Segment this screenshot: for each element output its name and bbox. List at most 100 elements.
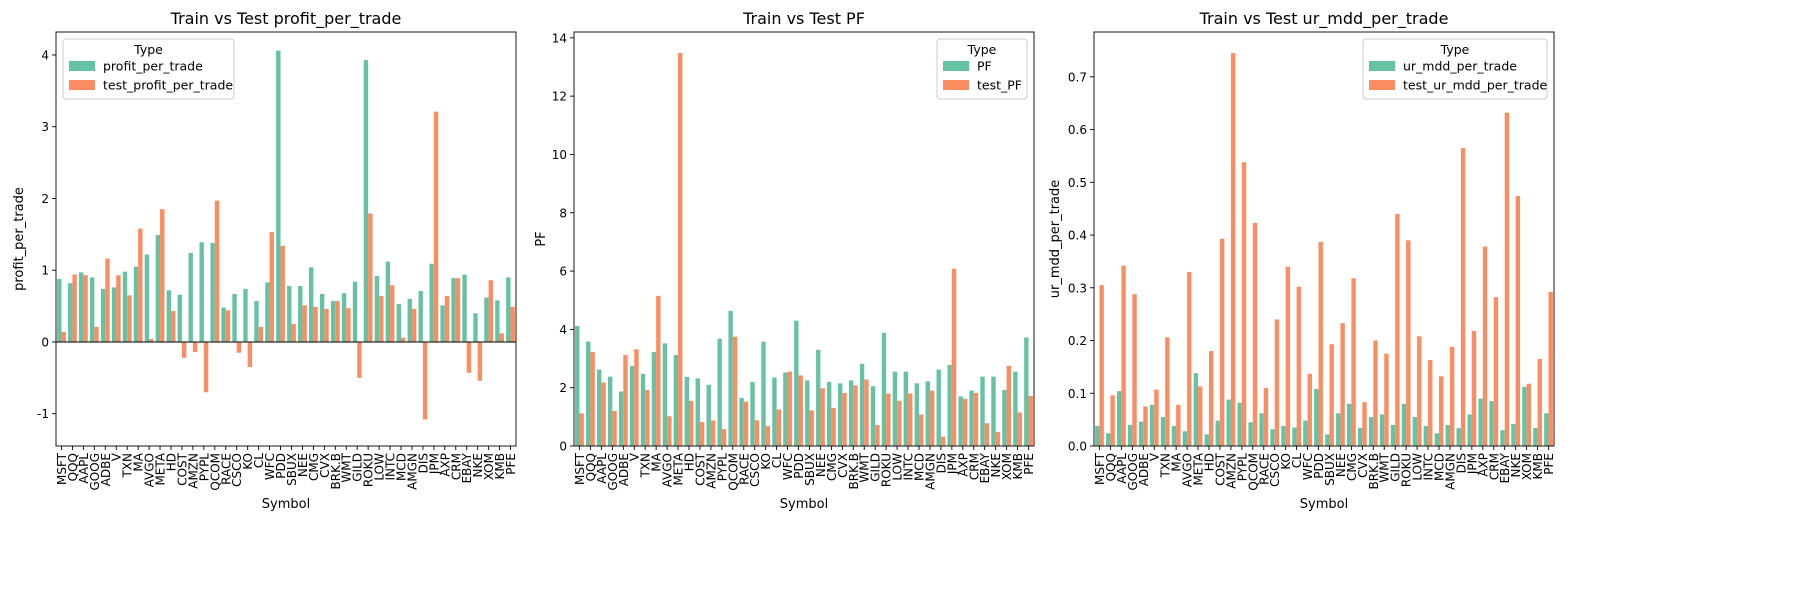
x-tick-label: WMT (858, 452, 872, 482)
x-tick-label: BRK.B (1367, 453, 1381, 490)
x-tick-label: RACE (1257, 453, 1271, 485)
legend-label-test_PF: test_PF (977, 78, 1022, 93)
bar-PYPL-profit_per_trade (199, 242, 204, 342)
chart-title: Train vs Test PF (742, 9, 865, 28)
bar-AVGO-test_PF (667, 416, 672, 446)
bar-ADBE-test_PF (623, 355, 628, 446)
bar-INTC-PF (903, 371, 909, 446)
x-tick-label: SBUX (1323, 453, 1337, 486)
bar-GOOG-ur_mdd_per_trade (1127, 424, 1133, 446)
y-tick-label: 0 (41, 335, 49, 349)
bar-AMZN-test_profit_per_trade (192, 341, 198, 353)
x-tick-label: QCOM (726, 453, 740, 491)
bar-AMGN-test_profit_per_trade (411, 308, 417, 342)
bar-RACE-PF (739, 397, 744, 446)
legend-box (1362, 38, 1548, 100)
bar-CSCO-ur_mdd_per_trade (1270, 429, 1275, 446)
bar-CSCO-profit_per_trade (232, 293, 237, 342)
legend-swatch-profit_per_trade (69, 61, 95, 71)
x-axis-label: Symbol (1300, 497, 1348, 512)
x-tick-label: PYPL (197, 453, 211, 482)
bar-AAPL-profit_per_trade (79, 272, 84, 342)
legend-label-test_ur_mdd_per_trade: test_ur_mdd_per_trade (1403, 78, 1548, 93)
bar-AXP-test_PF (962, 398, 968, 446)
bar-EBAY-test_PF (984, 423, 990, 446)
bar-SBUX-PF (805, 380, 810, 446)
x-tick-label: MCD (1433, 453, 1447, 481)
bar-V-ur_mdd_per_trade (1149, 404, 1155, 446)
x-tick-label: MCD (395, 453, 409, 481)
x-tick-label: COST (693, 452, 707, 485)
bar-NKE-profit_per_trade (473, 313, 478, 342)
bar-WMT-PF (859, 363, 865, 446)
bar-LOW-test_PF (897, 400, 902, 446)
chart-panel-3: Train vs Test ur_mdd_per_trade 0.0 0.1 0.2 0… (1048, 9, 1556, 512)
bar-PDD-test_ur_mdd_per_trade (1318, 241, 1323, 446)
x-tick-label: CRM (1487, 453, 1501, 480)
bar-EBAY-test_ur_mdd_per_trade (1504, 112, 1510, 446)
bar-MCD-ur_mdd_per_trade (1434, 433, 1439, 446)
bar-V-profit_per_trade (111, 287, 117, 342)
bar-NEE-test_ur_mdd_per_trade (1340, 323, 1345, 446)
bar-BRK.B-test_PF (853, 385, 858, 446)
bar-XOM-test_PF (1006, 365, 1011, 446)
x-axis-label: Symbol (780, 497, 828, 512)
chart-panel-1: Train vs Test profit_per_trade -1 0 1 2 3 4 MSF… (12, 9, 518, 512)
x-tick-label: BRK.B (847, 453, 861, 490)
bar-CSCO-PF (750, 381, 755, 446)
y-tick-label: 2 (559, 381, 567, 395)
x-tick-label: AMGN (923, 453, 937, 490)
y-tick-label: -1 (37, 407, 49, 421)
legend-label-PF: PF (977, 59, 992, 74)
bar-ROKU-profit_per_trade (363, 59, 369, 342)
bar-PYPL-ur_mdd_per_trade (1237, 402, 1242, 446)
legend-swatch-test_profit_per_trade (69, 80, 95, 90)
bar-WMT-ur_mdd_per_trade (1379, 414, 1385, 446)
x-tick-label: GOOG (1126, 453, 1140, 491)
bar-MSFT-PF (575, 325, 580, 446)
x-tick-label: TXN (1159, 453, 1173, 479)
x-tick-label: INTC (384, 453, 398, 481)
x-tick-label: MSFT (573, 452, 587, 485)
bar-BRK.B-PF (848, 380, 854, 446)
x-tick-label: AVGO (661, 453, 675, 487)
legend-swatch-test_ur_mdd_per_trade (1369, 80, 1395, 90)
bar-CRM-ur_mdd_per_trade (1489, 401, 1494, 446)
bar-PDD-profit_per_trade (276, 50, 281, 342)
bar-TXN-test_ur_mdd_per_trade (1165, 337, 1170, 446)
bar-CVX-PF (837, 383, 843, 446)
bar-AVGO-ur_mdd_per_trade (1182, 431, 1188, 446)
x-tick-label: ADBE (1137, 453, 1151, 486)
x-tick-label: GILD (869, 453, 883, 482)
bar-SBUX-ur_mdd_per_trade (1325, 434, 1330, 446)
bar-PDD-PF (794, 320, 799, 446)
legend-title: Type (1440, 42, 1470, 57)
bar-SBUX-test_profit_per_trade (291, 324, 296, 342)
bar-BRK.B-profit_per_trade (330, 301, 336, 342)
x-tick-label: DIS (1454, 453, 1468, 473)
bar-GILD-test_PF (875, 425, 880, 446)
bar-QQQ-PF (586, 341, 591, 446)
x-tick-label: EBAY (978, 452, 992, 483)
bar-AXP-test_profit_per_trade (444, 296, 450, 342)
bar-META-PF (673, 355, 679, 446)
bar-MCD-test_ur_mdd_per_trade (1439, 376, 1444, 446)
bar-PDD-ur_mdd_per_trade (1314, 389, 1319, 446)
bar-HD-PF (684, 376, 689, 446)
y-axis-label: PF (534, 231, 549, 246)
x-tick-label: XOM (482, 453, 496, 480)
bar-JPM-profit_per_trade (429, 263, 434, 342)
x-tick-label: AAPL (595, 453, 609, 484)
legend-box (62, 38, 235, 100)
x-tick-label: NKE (471, 453, 485, 477)
bar-AXP-profit_per_trade (440, 305, 445, 342)
bar-KMB-test_PF (1017, 412, 1022, 446)
bar-KMB-ur_mdd_per_trade (1533, 428, 1538, 446)
bar-NKE-PF (991, 376, 996, 446)
x-tick-label: QQQ (66, 453, 80, 481)
bar-PYPL-test_PF (721, 429, 727, 446)
bar-MCD-test_PF (919, 414, 924, 446)
bar-DIS-PF (936, 369, 941, 446)
bar-AMGN-profit_per_trade (407, 298, 412, 342)
bar-PYPL-test_ur_mdd_per_trade (1241, 162, 1247, 446)
